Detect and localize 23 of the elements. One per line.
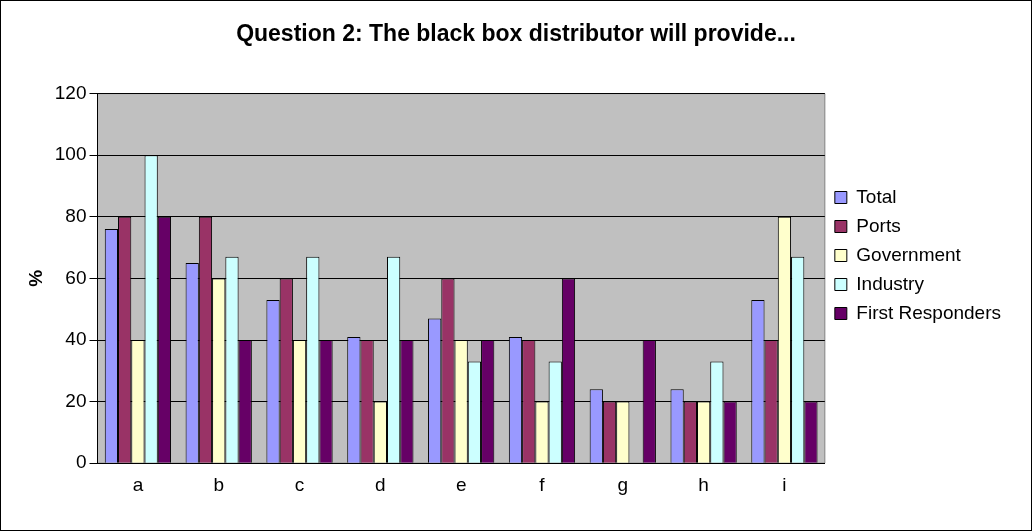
y-tick-label: 100	[54, 143, 87, 165]
legend-label: Industry	[856, 272, 925, 294]
legend-label: Ports	[856, 214, 901, 236]
x-tick-label: g	[617, 473, 629, 495]
legend-label: First Responders	[856, 301, 1002, 323]
x-tick-label: e	[455, 473, 467, 495]
legend-label: Government	[856, 243, 962, 265]
x-tick-label: h	[698, 473, 709, 495]
chart-title: Question 2: The black box distributor will provide...	[236, 20, 796, 47]
y-tick-label: 40	[65, 328, 87, 350]
x-tick-label: i	[782, 473, 787, 495]
y-tick-label: 120	[54, 81, 87, 103]
x-tick-label: b	[213, 473, 225, 495]
legend-label: Total	[856, 185, 897, 207]
y-tick-label: 20	[65, 389, 87, 411]
x-tick-label: a	[132, 473, 144, 495]
y-tick-label: 0	[75, 451, 87, 473]
x-tick-label: d	[375, 473, 386, 495]
x-tick-label: f	[539, 473, 546, 495]
y-tick-label: 60	[65, 266, 87, 288]
y-tick-label: 80	[65, 205, 87, 227]
x-tick-label: c	[294, 473, 305, 495]
y-axis-title: %	[24, 269, 46, 287]
